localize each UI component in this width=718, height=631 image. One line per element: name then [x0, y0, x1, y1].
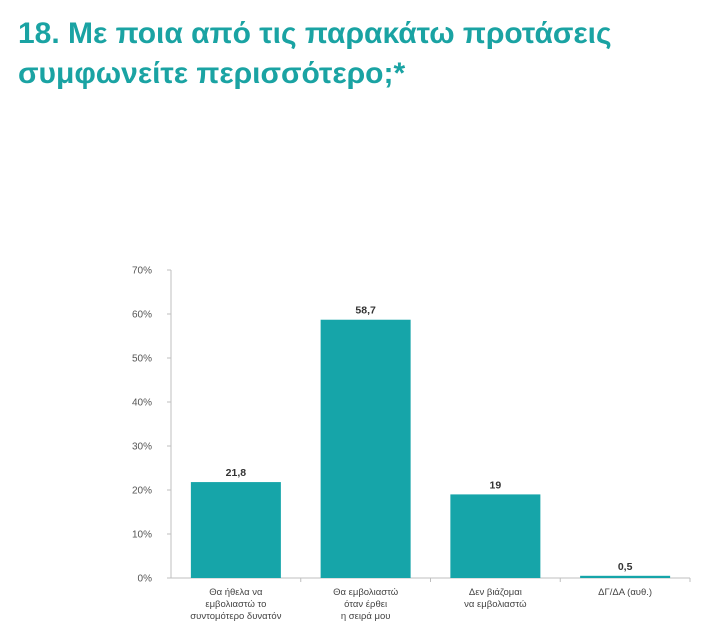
category-label: εμβολιαστώ το: [205, 599, 266, 610]
category-label: να εμβολιαστώ: [464, 599, 527, 610]
bar: [190, 482, 281, 578]
y-tick-label: 20%: [132, 486, 152, 497]
data-label: 19: [490, 479, 502, 491]
title-line-2: συμφωνείτε περισσότερο;*: [18, 57, 406, 90]
category-label: Θα ήθελα να: [209, 587, 263, 598]
data-label: 0,5: [618, 561, 633, 573]
category-label: όταν έρθει: [344, 599, 387, 610]
category-label: Θα εμβολιαστώ: [333, 587, 399, 598]
y-tick-label: 60%: [132, 310, 152, 321]
category-label: συντομότερο δυνατόν: [190, 611, 281, 622]
y-tick-label: 50%: [132, 354, 152, 365]
bar: [450, 494, 541, 578]
y-tick-label: 30%: [132, 442, 152, 453]
category-label: Δεν βιάζομαι: [469, 587, 522, 598]
title-line-1: 18. Με ποια από τις παρακάτω προτάσεις: [18, 17, 612, 50]
category-label: η σειρά μου: [341, 611, 391, 622]
y-tick-label: 40%: [132, 398, 152, 409]
data-label: 21,8: [226, 467, 247, 479]
bar: [580, 575, 671, 578]
data-label: 58,7: [355, 305, 376, 317]
category-label: ΔΓ/ΔΑ (αυθ.): [598, 587, 652, 598]
y-tick-label: 70%: [132, 266, 152, 277]
page-title: 18. Με ποια από τις παρακάτω προτάσεις σ…: [18, 14, 698, 94]
y-tick-label: 10%: [132, 530, 152, 541]
y-tick-label: 0%: [138, 574, 153, 585]
bar: [320, 319, 411, 578]
